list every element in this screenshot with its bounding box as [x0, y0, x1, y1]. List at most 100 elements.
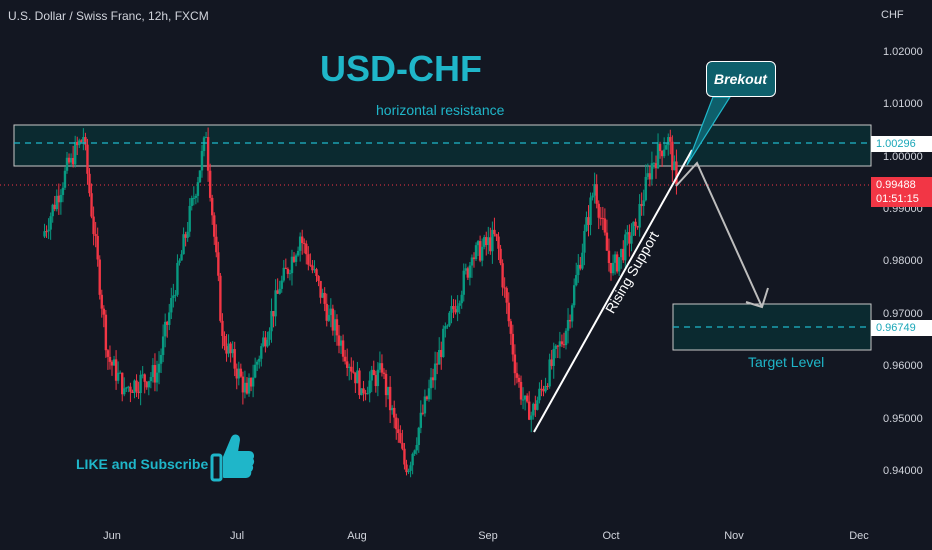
time-tick: Oct: [602, 530, 620, 542]
candle-body: [433, 363, 437, 381]
candle-body: [413, 450, 416, 454]
candle-body: [497, 236, 500, 249]
candle-body: [82, 137, 85, 142]
candle-body: [552, 348, 555, 366]
candle-body: [646, 173, 650, 177]
candle-body: [76, 141, 79, 146]
time-tick: Jun: [103, 530, 121, 542]
candle-body: [231, 349, 234, 354]
candle-body: [534, 403, 537, 410]
candle-body: [362, 388, 365, 394]
candle-body: [382, 372, 386, 374]
candle-body: [530, 415, 533, 420]
candle-body: [321, 292, 324, 298]
candle-body: [556, 345, 560, 347]
candle-body: [476, 241, 480, 246]
candle-body: [570, 305, 574, 322]
candle-body: [137, 391, 140, 394]
candle-body: [163, 321, 167, 337]
candle-body: [202, 137, 206, 152]
candle-body: [607, 250, 611, 263]
candle-body: [374, 375, 378, 387]
candle-body: [159, 354, 163, 364]
candle-body: [411, 453, 414, 466]
candle-body: [438, 349, 441, 365]
candle-body: [178, 260, 181, 263]
candle-body: [660, 150, 664, 157]
candle-body: [386, 386, 390, 396]
price-tick: 1.02000: [883, 46, 923, 58]
candle-body: [296, 250, 300, 256]
candle-body: [198, 170, 202, 183]
candle-body: [454, 309, 457, 313]
candle-body: [121, 372, 124, 395]
candle-body: [186, 231, 189, 238]
candle-body: [624, 234, 627, 261]
candle-body: [307, 254, 310, 265]
candle-body: [505, 288, 508, 303]
projection-arrowhead: [745, 287, 769, 309]
candle-body: [446, 325, 449, 327]
candle-body: [470, 257, 474, 266]
candle-body: [634, 221, 637, 227]
candle-body: [311, 265, 314, 271]
candle-body: [67, 157, 71, 163]
candle-body: [532, 403, 535, 416]
candle-body: [303, 243, 306, 245]
candle-body: [577, 264, 580, 276]
candle-body: [536, 400, 539, 410]
candle-body: [274, 290, 277, 317]
candle-body: [215, 236, 218, 253]
candle-body: [390, 407, 394, 411]
candle-body: [395, 417, 398, 430]
candle-body: [521, 399, 525, 401]
candle-body: [223, 335, 226, 347]
candle-body: [284, 267, 288, 269]
projection-arrow: [675, 161, 763, 308]
candle-body: [151, 365, 155, 378]
candle-body: [548, 359, 551, 387]
thumbs-up-icon: [210, 434, 255, 482]
candle-body: [579, 264, 582, 269]
candle-body: [464, 268, 467, 271]
candle-body: [372, 369, 375, 376]
candle-body: [73, 141, 77, 165]
candle-body: [431, 377, 435, 381]
candle-body: [407, 470, 410, 473]
candle-body: [88, 173, 91, 194]
candle-body: [225, 346, 228, 354]
candle-body: [450, 306, 453, 313]
time-tick: Jul: [229, 530, 245, 542]
chart-headline: USD-CHF: [320, 48, 482, 89]
candle-body: [444, 326, 447, 329]
candle-body: [442, 328, 445, 358]
candle-body: [585, 217, 588, 231]
candle-body: [247, 377, 251, 394]
resistance-label: horizontal resistance: [376, 102, 505, 118]
candle-body: [611, 262, 615, 274]
candle-body: [601, 218, 605, 220]
candle-body: [376, 369, 380, 387]
candle-body: [519, 381, 523, 400]
current-price-value: 0.99488: [876, 179, 916, 191]
candle-body: [650, 163, 654, 180]
candle-body: [258, 358, 261, 362]
candle-body: [409, 465, 412, 471]
candle-body: [378, 363, 382, 370]
candle-body: [597, 203, 600, 218]
candle-body: [112, 359, 116, 366]
time-tick: Sep: [478, 530, 498, 542]
candle-body: [59, 194, 63, 203]
candle-body: [251, 377, 255, 387]
candle-body: [45, 231, 48, 233]
resistance-zone: [13, 124, 872, 167]
candle-body: [341, 340, 345, 357]
candle-body: [360, 388, 363, 396]
candle-body: [116, 372, 120, 381]
candle-body: [364, 393, 367, 395]
candle-body: [632, 221, 635, 236]
candle-body: [654, 163, 658, 169]
candle-body: [227, 343, 230, 354]
candle-body: [313, 269, 316, 271]
